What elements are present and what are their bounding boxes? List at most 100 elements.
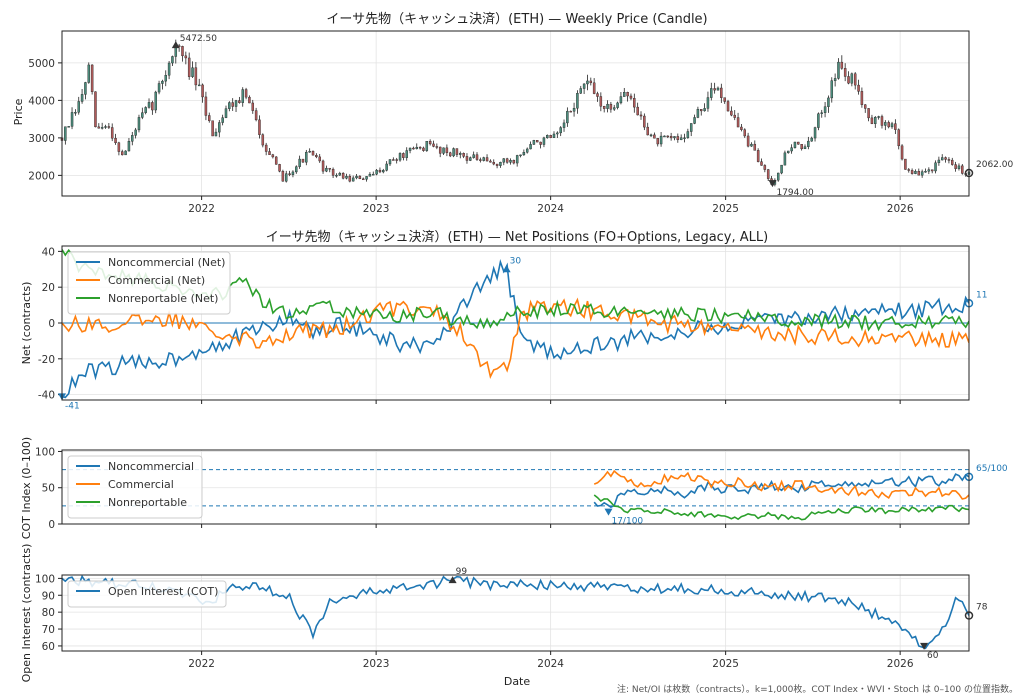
- candle: [957, 163, 961, 171]
- candle: [633, 93, 636, 113]
- candle: [348, 174, 352, 183]
- candle: [218, 120, 221, 138]
- series-line-nonreportable: [593, 494, 969, 521]
- candle: [157, 80, 161, 95]
- candle: [740, 123, 743, 132]
- candle: [479, 157, 482, 163]
- candle: [904, 158, 907, 170]
- candle: [167, 60, 171, 80]
- candle: [499, 161, 502, 168]
- candle: [780, 164, 783, 175]
- candle: [74, 109, 77, 116]
- candle: [793, 141, 797, 149]
- candle: [94, 91, 97, 128]
- candle: [291, 170, 295, 178]
- candle: [489, 159, 492, 163]
- candle: [87, 62, 91, 84]
- candle: [241, 87, 244, 107]
- candle: [505, 157, 509, 164]
- candle: [301, 158, 305, 163]
- candle: [592, 78, 596, 95]
- candle: [121, 149, 124, 156]
- candle: [954, 161, 957, 172]
- candle: [338, 171, 342, 176]
- y-tick-label: 2000: [28, 170, 55, 182]
- candle: [378, 167, 382, 174]
- candle: [897, 128, 900, 150]
- candle: [308, 148, 311, 153]
- candle: [797, 141, 800, 145]
- candle: [368, 172, 372, 177]
- y-tick-label: 100: [35, 573, 55, 585]
- candle: [880, 114, 884, 129]
- candle: [244, 87, 248, 100]
- cot-y-axis-label: COT Index (0–100): [20, 437, 33, 539]
- candle: [800, 144, 803, 151]
- y-tick-label: 60: [42, 641, 55, 653]
- price-chart-title: イーサ先物（キャッシュ決済）(ETH) — Weekly Price (Cand…: [326, 11, 707, 27]
- candle: [536, 140, 539, 143]
- candle: [402, 152, 405, 161]
- candle: [656, 137, 659, 147]
- candle: [532, 139, 536, 146]
- candle: [783, 150, 787, 166]
- candle: [529, 141, 532, 150]
- candle: [465, 153, 469, 164]
- candle: [813, 126, 817, 142]
- candle: [666, 135, 670, 139]
- candle: [452, 147, 455, 158]
- candle: [154, 90, 157, 114]
- candle: [268, 147, 271, 155]
- candle: [646, 122, 649, 136]
- candle: [298, 155, 301, 169]
- candle: [823, 101, 827, 118]
- candle: [281, 169, 285, 182]
- oi-y-axis-label: Open Interest (contracts): [20, 544, 33, 683]
- candle: [415, 143, 419, 150]
- candle: [228, 101, 231, 112]
- candle: [438, 146, 442, 158]
- candle: [663, 135, 666, 138]
- candle: [673, 136, 676, 141]
- candle: [141, 107, 144, 120]
- candle: [569, 110, 572, 113]
- candle: [753, 140, 757, 151]
- y-tick-label: 70: [42, 624, 55, 636]
- legend-entry: Nonreportable: [108, 496, 187, 509]
- candle: [907, 168, 910, 173]
- candle: [864, 104, 867, 113]
- candle: [522, 149, 526, 156]
- candle: [412, 146, 415, 150]
- candle: [405, 147, 408, 161]
- candle: [944, 156, 947, 163]
- cot-panel: 0 50 100 17/100 65/100 Noncommercial Commercia…: [35, 446, 1008, 531]
- candle: [817, 112, 820, 131]
- y-tick-label: 0: [48, 519, 55, 531]
- candle: [643, 113, 646, 131]
- candle: [238, 96, 241, 104]
- candle: [137, 114, 141, 133]
- candle: [274, 156, 278, 165]
- candle: [131, 131, 134, 146]
- legend-box: [67, 580, 227, 608]
- candle: [124, 150, 127, 156]
- candle: [392, 157, 395, 161]
- candle: [211, 120, 214, 137]
- candle: [264, 142, 268, 156]
- candle: [542, 136, 546, 148]
- candle: [231, 98, 234, 111]
- legend-box: [67, 455, 203, 519]
- candle: [295, 165, 298, 174]
- candle: [358, 175, 362, 180]
- panel-frame: [61, 574, 970, 652]
- annotation-label: 11: [976, 290, 987, 300]
- candle: [837, 58, 840, 80]
- candle: [807, 136, 810, 150]
- candle: [566, 107, 569, 127]
- candle: [335, 173, 338, 178]
- candle: [455, 148, 459, 157]
- candle: [710, 82, 713, 101]
- candle: [432, 140, 435, 148]
- candle: [482, 156, 485, 162]
- candle: [894, 119, 897, 135]
